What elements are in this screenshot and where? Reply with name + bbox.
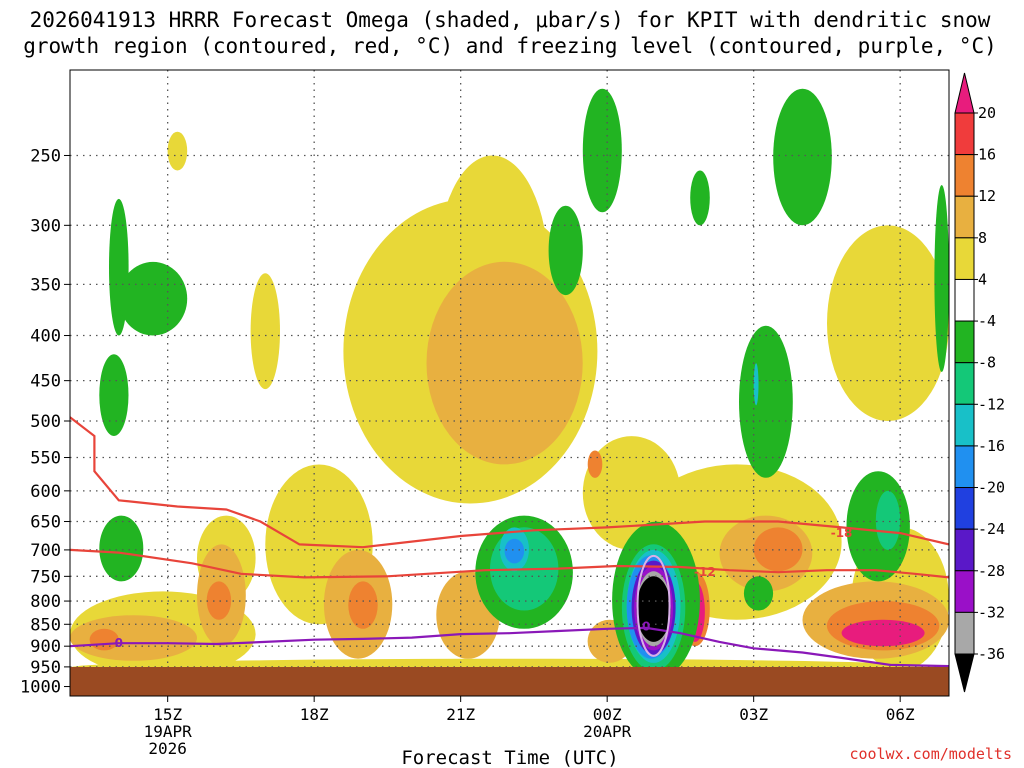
omega-region-sinking-38-54 <box>636 576 671 642</box>
omega-region-rising-14-25 <box>753 527 803 572</box>
colorbar-cell--20-to--16 <box>954 445 975 489</box>
y-tick-label-600: 600 <box>30 482 61 502</box>
x-tick-date-15Z: 19APR <box>144 722 193 741</box>
plot-frame <box>69 69 950 697</box>
x-tick-year-15Z: 2026 <box>148 739 187 758</box>
y-tick-label-750: 750 <box>30 567 61 587</box>
colorbar-label--36: -36 <box>978 645 1005 663</box>
omega-region-sinking-10-45 <box>875 490 901 550</box>
x-tick-label-03Z: 03Z <box>739 705 768 724</box>
colorbar-label-20: 20 <box>978 104 996 122</box>
omega-region-rising-10-12 <box>70 615 197 661</box>
omega-region-sinking-6-30 <box>118 261 188 336</box>
y-tick-label-950: 950 <box>30 658 61 678</box>
colorbar-label--4: -4 <box>978 312 996 330</box>
y-tick-label-900: 900 <box>30 637 61 657</box>
colorbar-bottom-arrow <box>954 653 975 693</box>
contour-freezing-level <box>70 626 949 668</box>
omega-region-sinking-18-49 <box>504 538 525 564</box>
y-tick-label-500: 500 <box>30 412 61 432</box>
y-tick-label-350: 350 <box>30 275 61 295</box>
colorbar-label--32: -32 <box>978 603 1005 621</box>
y-tick-label-400: 400 <box>30 327 61 347</box>
x-tick-label-00Z: 00Z <box>593 705 622 724</box>
omega-region-rising-6-3 <box>250 273 280 390</box>
omega-region-sinking-6-37 <box>690 170 710 226</box>
colorbar: 20 16 12 8 4 -4 -8 -12 -16 -20 -24 -28 -32 -36 <box>954 72 1005 693</box>
omega-region-rising-6-9 <box>827 225 949 421</box>
colorbar-label--28: -28 <box>978 562 1005 580</box>
omega-region-rising-14-23 <box>587 450 603 478</box>
credit-text: coolwx.com/modelts <box>849 745 1012 763</box>
colorbar-label--12: -12 <box>978 395 1005 413</box>
colorbar-cell--36-to--32 <box>954 611 975 655</box>
y-tick-label-550: 550 <box>30 449 61 469</box>
omega-region-sinking-6-41 <box>934 185 949 372</box>
colorbar-cell-12-to-16 <box>954 154 975 197</box>
ground-below-surface <box>70 667 949 696</box>
omega-region-sinking-6-42 <box>743 576 774 611</box>
omega-region-rising-14-21 <box>206 581 232 620</box>
colorbar-label--24: -24 <box>978 520 1005 538</box>
colorbar-label--16: -16 <box>978 437 1005 455</box>
x-tick-label-06Z: 06Z <box>886 705 915 724</box>
omega-region-sinking-6-34 <box>548 205 583 296</box>
colorbar-cell-4-to-8 <box>954 237 975 280</box>
x-tick-date-00Z: 20APR <box>583 722 632 741</box>
colorbar-cell--32-to--28 <box>954 570 975 613</box>
colorbar-cell--24-to--20 <box>954 487 975 530</box>
omega-region-sinking-6-32 <box>99 515 144 582</box>
y-tick-label-650: 650 <box>30 513 61 533</box>
y-tick-label-800: 800 <box>30 592 61 612</box>
omega-region-rising-10-15 <box>426 261 583 465</box>
plot-area: -18 -12 0 0 <box>70 70 949 696</box>
y-tick-label-850: 850 <box>30 615 61 635</box>
colorbar-cell--4-to-4 <box>954 278 975 322</box>
chart-title-line-1: 2026041913 HRRR Forecast Omega (shaded, … <box>30 8 991 32</box>
x-tick-label-21Z: 21Z <box>446 705 475 724</box>
colorbar-cell--12-to--8 <box>954 362 975 405</box>
contours: -18 -12 0 0 <box>70 416 949 668</box>
contour-label-dgz-lower: -12 <box>694 565 716 579</box>
colorbar-label--20: -20 <box>978 479 1005 497</box>
colorbar-cell--16-to--12 <box>954 403 975 447</box>
contour-freezing-blob-ring <box>636 554 671 657</box>
x-tick-label-18Z: 18Z <box>300 705 329 724</box>
colorbar-label--8: -8 <box>978 354 996 372</box>
colorbar-label-12: 12 <box>978 187 996 205</box>
colorbar-label-8: 8 <box>978 229 987 247</box>
y-tick-label-250: 250 <box>30 146 61 166</box>
omega-region-sinking-6-39 <box>773 88 832 226</box>
y-axis-pressure: 2503003504004505005506006507007508008509… <box>20 146 70 698</box>
contour-label-dgz-upper: -18 <box>831 526 853 540</box>
x-axis-title: Forecast Time (UTC) <box>401 747 618 768</box>
colorbar-cell-8-to-12 <box>954 195 975 239</box>
colorbar-cell--28-to--24 <box>954 528 975 572</box>
contour-label-freezing-level: 0 <box>115 636 123 650</box>
chart-title-line-2: growth region (contoured, red, °C) and f… <box>23 34 997 58</box>
colorbar-label-16: 16 <box>978 146 996 164</box>
colorbar-cell--8-to--4 <box>954 320 975 364</box>
contour-dgz-upper <box>70 416 949 549</box>
omega-region-rising-14-22 <box>348 581 378 629</box>
omega-shading <box>70 88 949 679</box>
y-tick-label-1000: 1000 <box>20 678 61 698</box>
contour-label-freezing-blob: 0 <box>642 620 650 634</box>
omega-region-sinking-6-38 <box>739 325 793 478</box>
y-tick-label-700: 700 <box>30 541 61 561</box>
omega-region-sinking-6-35 <box>582 88 622 213</box>
omega-region-rising-22-28 <box>841 619 925 647</box>
omega-region-rising-6-11 <box>167 131 188 171</box>
omega-region-sinking-6-31 <box>99 354 129 436</box>
omega-region-sinking-14-48 <box>753 363 759 406</box>
colorbar-cell-16-to-20 <box>954 112 975 156</box>
y-tick-label-450: 450 <box>30 372 61 392</box>
contour-dgz-lower <box>70 548 949 579</box>
colorbar-label-4: 4 <box>978 270 987 288</box>
y-tick-label-300: 300 <box>30 216 61 236</box>
x-tick-label-15Z: 15Z <box>153 705 182 724</box>
